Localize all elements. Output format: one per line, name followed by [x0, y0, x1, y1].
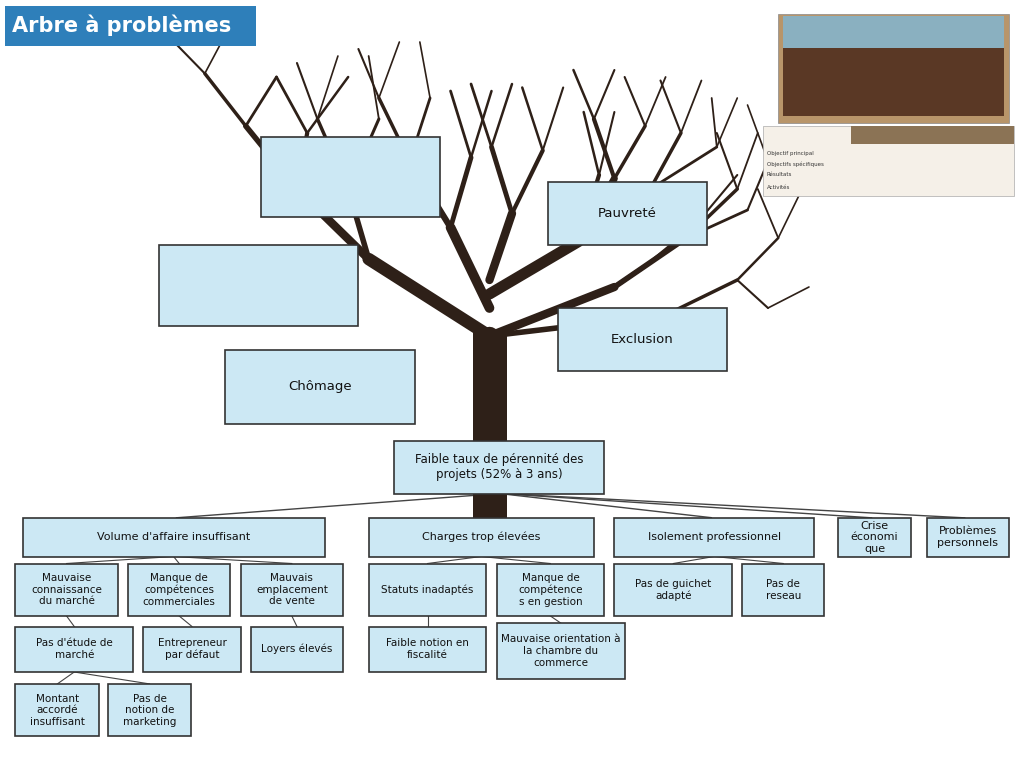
FancyBboxPatch shape	[23, 518, 325, 556]
FancyBboxPatch shape	[742, 564, 824, 616]
Text: Crise
économi
que: Crise économi que	[851, 520, 898, 554]
Text: Entrepreneur
par défaut: Entrepreneur par défaut	[158, 638, 226, 660]
FancyBboxPatch shape	[763, 126, 1014, 196]
FancyBboxPatch shape	[394, 441, 604, 494]
FancyBboxPatch shape	[143, 626, 241, 672]
Text: Manque de
compétence
s en gestion: Manque de compétence s en gestion	[518, 573, 583, 607]
Text: Arbre à problèmes: Arbre à problèmes	[12, 14, 231, 37]
FancyBboxPatch shape	[15, 684, 99, 736]
FancyBboxPatch shape	[783, 45, 1004, 115]
FancyBboxPatch shape	[261, 137, 440, 217]
FancyBboxPatch shape	[159, 245, 358, 326]
FancyBboxPatch shape	[497, 623, 625, 679]
Text: Manque de
compétences
commerciales: Manque de compétences commerciales	[142, 573, 216, 607]
Text: Résultats: Résultats	[767, 172, 793, 178]
Text: Problèmes
personnels: Problèmes personnels	[937, 526, 998, 548]
FancyBboxPatch shape	[927, 518, 1009, 556]
FancyBboxPatch shape	[241, 564, 343, 616]
FancyBboxPatch shape	[838, 518, 911, 556]
Text: Chômage: Chômage	[288, 380, 352, 393]
FancyBboxPatch shape	[5, 5, 256, 46]
Text: Montant
accordé
insuffisant: Montant accordé insuffisant	[30, 694, 85, 726]
FancyBboxPatch shape	[251, 626, 343, 672]
Text: Isolement professionnel: Isolement professionnel	[647, 533, 781, 542]
Text: Pas de guichet
adapté: Pas de guichet adapté	[635, 578, 712, 600]
Text: Faible notion en
fiscalité: Faible notion en fiscalité	[386, 639, 469, 660]
FancyBboxPatch shape	[778, 14, 1009, 123]
FancyBboxPatch shape	[558, 308, 727, 371]
FancyBboxPatch shape	[497, 564, 604, 616]
Text: Faible taux de pérennité des
projets (52% à 3 ans): Faible taux de pérennité des projets (52…	[415, 453, 584, 481]
FancyBboxPatch shape	[473, 333, 507, 556]
FancyBboxPatch shape	[369, 626, 486, 672]
Text: Objectifs spécifiques: Objectifs spécifiques	[767, 162, 824, 167]
FancyBboxPatch shape	[128, 564, 230, 616]
Text: Pas d'étude de
marché: Pas d'étude de marché	[36, 639, 113, 660]
Text: Pauvreté: Pauvreté	[598, 207, 656, 220]
Text: Mauvaise
connaissance
du marché: Mauvaise connaissance du marché	[31, 573, 102, 607]
FancyBboxPatch shape	[108, 684, 191, 736]
Text: Volume d'affaire insuffisant: Volume d'affaire insuffisant	[97, 533, 250, 542]
Text: Mauvaise orientation à
la chambre du
commerce: Mauvaise orientation à la chambre du com…	[501, 634, 621, 668]
FancyBboxPatch shape	[369, 564, 486, 616]
Text: Charges trop élevées: Charges trop élevées	[422, 532, 541, 542]
Text: Mauvais
emplacement
de vente: Mauvais emplacement de vente	[256, 573, 328, 607]
FancyBboxPatch shape	[851, 126, 1014, 143]
FancyBboxPatch shape	[369, 518, 594, 556]
FancyBboxPatch shape	[614, 518, 814, 556]
FancyBboxPatch shape	[548, 182, 707, 245]
Text: Statuts inadaptés: Statuts inadaptés	[381, 584, 474, 595]
FancyBboxPatch shape	[225, 350, 415, 423]
FancyBboxPatch shape	[783, 16, 1004, 49]
Text: Exclusion: Exclusion	[611, 333, 674, 346]
Text: Objectif principal: Objectif principal	[767, 152, 814, 156]
FancyBboxPatch shape	[15, 626, 133, 672]
Text: Pas de
notion de
marketing: Pas de notion de marketing	[123, 694, 176, 726]
Text: Loyers élevés: Loyers élevés	[261, 644, 333, 655]
FancyBboxPatch shape	[614, 564, 732, 616]
FancyBboxPatch shape	[15, 564, 118, 616]
Text: Pas de
reseau: Pas de reseau	[766, 579, 801, 600]
Text: Activités: Activités	[767, 185, 791, 190]
